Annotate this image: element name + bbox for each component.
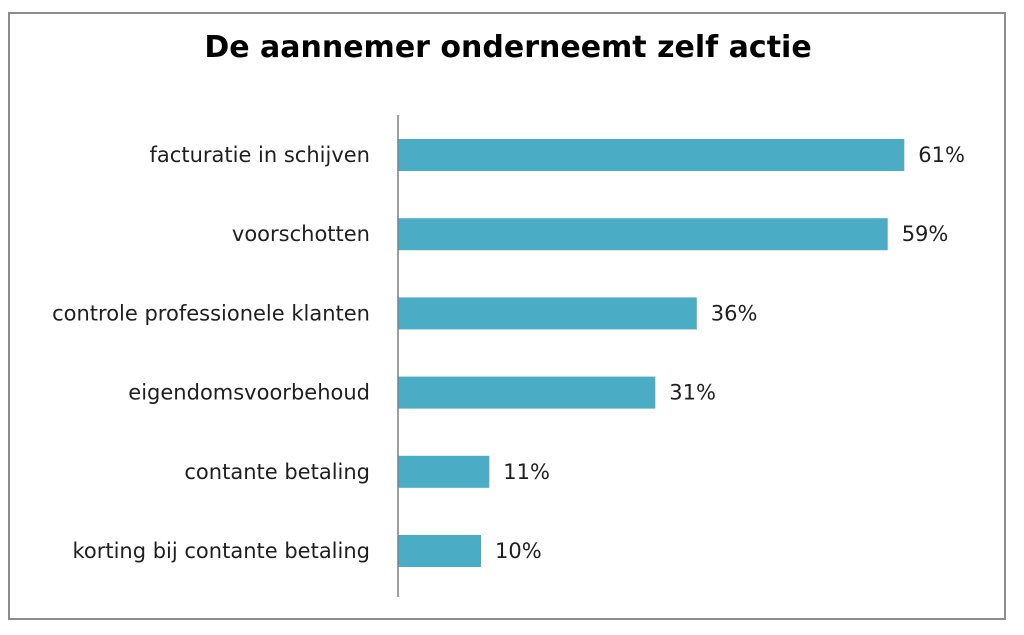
bar-2: [398, 297, 697, 330]
labels-layer: facturatie in schijven 61% voorschotten 59%…: [52, 143, 965, 563]
bar-3: [398, 376, 656, 409]
data-label-3: 31%: [669, 381, 716, 405]
data-label-2: 36%: [711, 301, 758, 325]
category-label-2: controle professionele klanten: [52, 301, 370, 325]
bars-layer: [398, 139, 905, 567]
category-label-4: contante betaling: [184, 460, 370, 484]
data-label-0: 61%: [918, 143, 965, 167]
bar-1: [398, 218, 888, 251]
data-label-1: 59%: [902, 222, 949, 246]
category-label-3: eigendomsvoorbehoud: [128, 381, 370, 405]
chart-title: De aannemer onderneemt zelf actie: [204, 30, 812, 65]
category-label-0: facturatie in schijven: [150, 143, 370, 167]
bar-5: [398, 535, 481, 567]
bar-4: [398, 455, 490, 488]
category-label-5: korting bij contante betaling: [72, 539, 370, 563]
bar-0: [398, 139, 905, 171]
data-label-5: 10%: [495, 539, 542, 563]
category-label-1: voorschotten: [232, 222, 370, 246]
data-label-4: 11%: [503, 460, 550, 484]
